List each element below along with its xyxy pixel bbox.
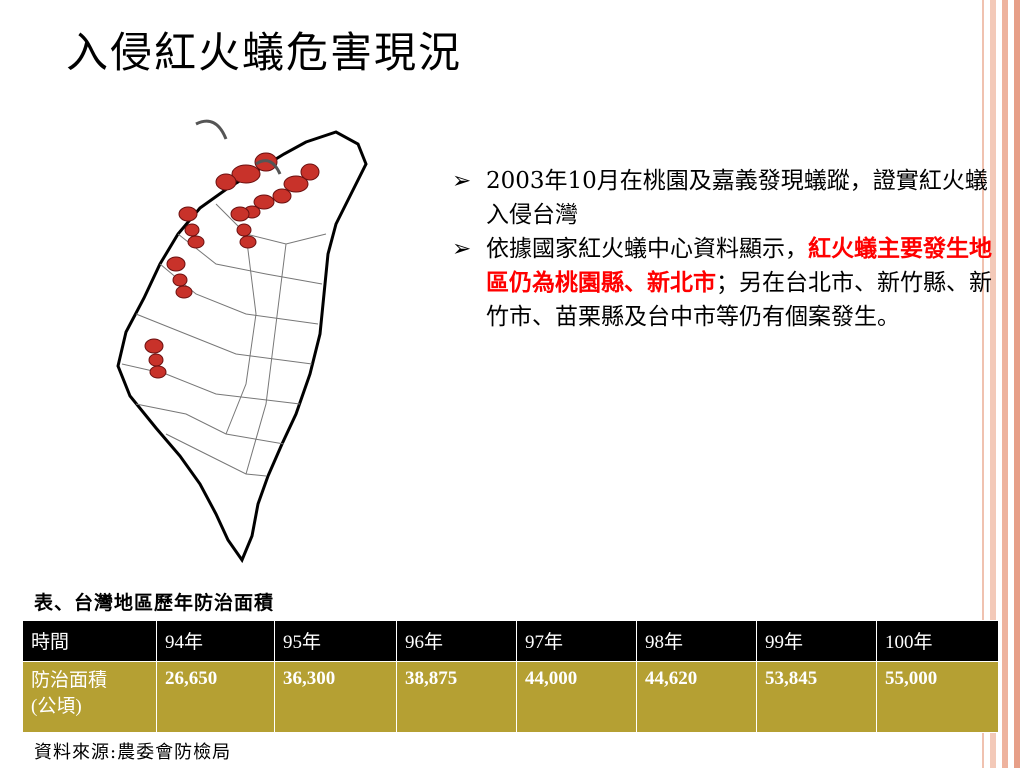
value-cell: 44,620 <box>636 661 757 733</box>
source-note: 資料來源:農委會防檢局 <box>34 742 232 763</box>
ant-icon <box>243 194 275 219</box>
table-header-row: 時間 94年 95年 96年 97年 98年 99年 100年 <box>22 620 999 662</box>
bullet-text: ；另在台北市、新竹縣、新竹市、苗栗縣及台中市等仍有個案發生。 <box>486 270 992 330</box>
page-title: 入侵紅火蟻危害現況 <box>66 28 463 77</box>
value-cell: 36,300 <box>274 661 397 733</box>
ant-icon <box>166 256 193 299</box>
header-cell: 99年 <box>756 620 877 662</box>
header-cell: 95年 <box>274 620 397 662</box>
ant-icon <box>230 206 257 249</box>
header-cell: 100年 <box>876 620 999 662</box>
header-cell: 時間 <box>22 620 157 662</box>
value-cell: 55,000 <box>876 661 999 733</box>
bullet-text: 2003年10月在桃園及嘉義發現蟻蹤，證實紅火蟻入侵台灣 <box>486 168 988 228</box>
ant-icon <box>255 159 320 204</box>
highlighted-text: 紅火蟻主要發生地區仍為桃園縣、新北市 <box>486 235 992 296</box>
header-cell: 94年 <box>156 620 275 662</box>
header-cell: 96年 <box>396 620 517 662</box>
ant-icon <box>144 338 167 379</box>
bullet-text: 依據國家紅火蟻中心資料顯示， <box>486 236 808 262</box>
bullet-item: ➢ 2003年10月在桃園及嘉義發現蟻蹤，證實紅火蟻入侵台灣 <box>452 164 992 232</box>
row-label-line: (公頃) <box>31 696 82 717</box>
arrow-bullet-icon: ➢ <box>452 168 472 194</box>
table-row: 防治面積 (公頃) 26,650 36,300 38,875 44,000 44… <box>22 661 999 733</box>
control-area-table: 時間 94年 95年 96年 97年 98年 99年 100年 防治面積 (公頃… <box>22 620 999 733</box>
taiwan-map-illustration <box>116 119 368 564</box>
value-cell: 26,650 <box>156 661 275 733</box>
ant-icon <box>178 206 205 249</box>
fire-ant-icons <box>144 119 320 379</box>
value-cell: 53,845 <box>756 661 877 733</box>
table-caption: 表、台灣地區歷年防治面積 <box>34 592 275 614</box>
header-cell: 98年 <box>636 620 757 662</box>
header-cell: 97年 <box>516 620 637 662</box>
arrow-bullet-icon: ➢ <box>452 236 472 262</box>
decorative-stripes <box>978 0 1024 768</box>
bullet-item: ➢ 依據國家紅火蟻中心資料顯示，紅火蟻主要發生地區仍為桃園縣、新北市；另在台北市… <box>452 232 992 334</box>
row-label-line: 防治面積 <box>31 670 108 691</box>
bullet-list: ➢ 2003年10月在桃園及嘉義發現蟻蹤，證實紅火蟻入侵台灣 ➢ 依據國家紅火蟻… <box>452 164 992 334</box>
value-cell: 44,000 <box>516 661 637 733</box>
row-label-cell: 防治面積 (公頃) <box>22 661 157 733</box>
value-cell: 38,875 <box>396 661 517 733</box>
